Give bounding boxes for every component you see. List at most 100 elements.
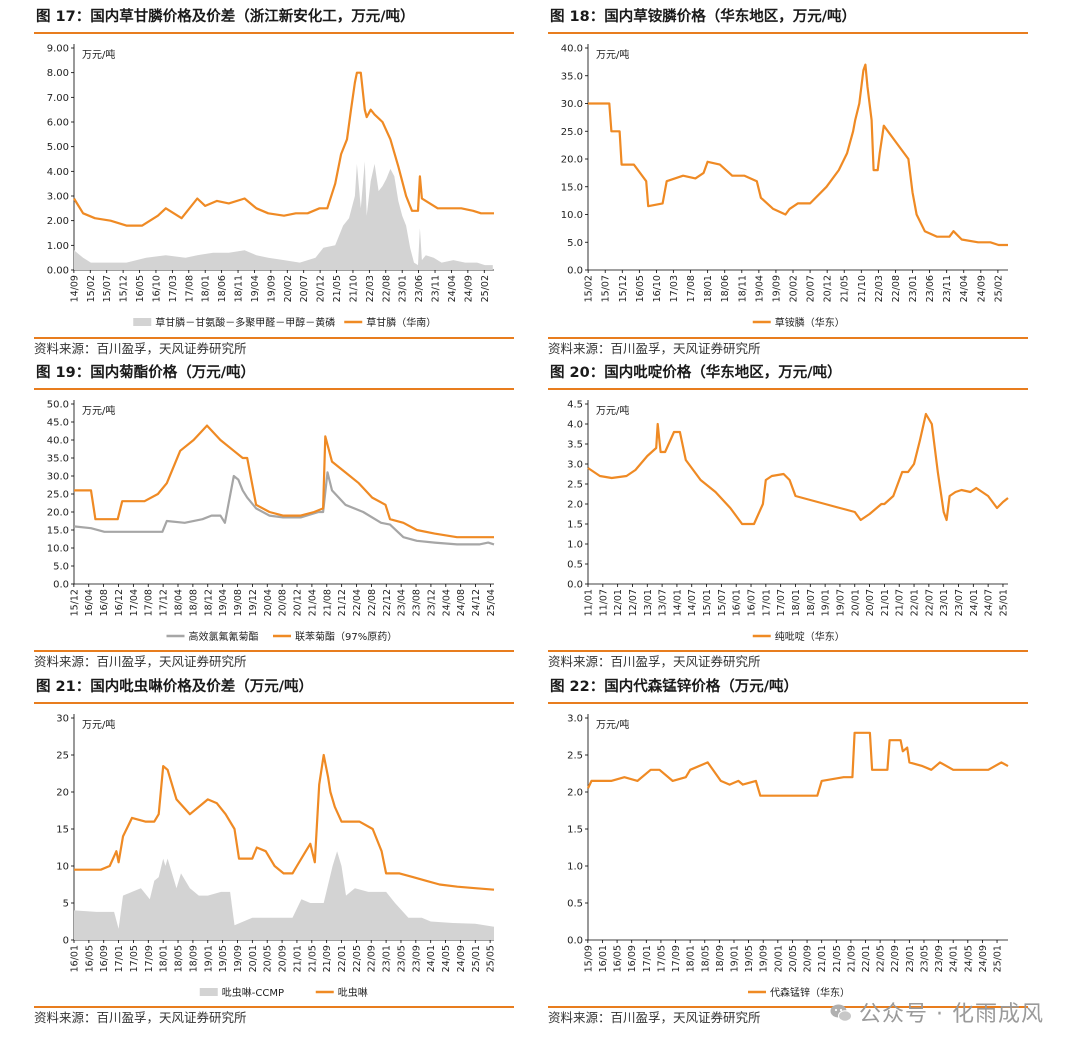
x-tick-label: 16/05 <box>84 945 95 972</box>
x-tick-label: 18/09 <box>188 945 199 972</box>
x-tick-label: 22/09 <box>890 945 901 972</box>
x-tick-label: 22/09 <box>367 945 378 972</box>
y-tick-label: 2.0 <box>567 788 583 799</box>
x-tick-label: 24/05 <box>441 945 452 972</box>
x-tick-label: 18/08 <box>188 589 199 616</box>
unit-label: 万元/吨 <box>82 718 115 731</box>
x-tick-label: 17/08 <box>144 589 155 616</box>
unit-label: 万元/吨 <box>596 404 629 417</box>
x-tick-label: 19/01 <box>821 589 832 616</box>
x-tick-label: 21/10 <box>348 275 359 302</box>
y-tick-label: 6.00 <box>47 118 69 129</box>
legend-label: 联苯菊酯（97%原药） <box>295 630 397 643</box>
chart-svg: 0.0 5.0 10.0 15.0 20.0 25.0 30.0 35.0 40.0 万元/吨 15… <box>561 44 1008 329</box>
x-tick-label: 24/01 <box>949 945 960 972</box>
chart-svg: 0.00 1.00 2.00 3.00 4.00 5.00 6.00 7.00 8.00 9.00… <box>47 44 494 329</box>
panel-source: 资料来源：百川盈孚，天风证券研究所 <box>34 650 514 671</box>
y-tick-label: 1.00 <box>47 241 69 252</box>
x-tick-label: 25/05 <box>486 945 497 972</box>
y-tick-label: 3.5 <box>567 440 583 451</box>
x-tick-label: 19/12 <box>248 589 259 616</box>
x-tick-label: 23/01 <box>905 945 916 972</box>
y-tick-label: 15 <box>56 825 69 836</box>
x-tick-label: 16/04 <box>84 589 95 616</box>
y-tick-label: 5.0 <box>567 238 583 249</box>
x-tick-label: 18/11 <box>737 275 748 302</box>
x-tick-label: 14/07 <box>687 589 698 616</box>
x-tick-label: 18/01 <box>703 275 714 302</box>
y-tick-label: 10.0 <box>561 210 583 221</box>
x-tick-label: 24/04 <box>447 275 458 302</box>
x-tick-label: 19/01 <box>203 945 214 972</box>
x-tick-label: 20/12 <box>823 275 834 302</box>
y-tick-label: 40.0 <box>561 44 583 55</box>
series-line <box>73 71 494 227</box>
x-tick-label: 19/09 <box>233 945 244 972</box>
y-tick-label: 3.0 <box>567 460 583 471</box>
y-tick-label: 1.5 <box>567 520 583 531</box>
legend-swatch <box>199 988 218 996</box>
y-tick-label: 0.0 <box>567 266 583 277</box>
x-tick-label: 21/01 <box>292 945 303 972</box>
series-area <box>74 161 493 270</box>
y-tick-label: 40.0 <box>47 436 69 447</box>
x-tick-label: 16/01 <box>598 945 609 972</box>
y-tick-label: 4.5 <box>567 400 583 411</box>
panel-source: 资料来源：百川盈孚，天风证券研究所 <box>548 337 1028 358</box>
x-tick-label: 18/01 <box>159 945 170 972</box>
x-tick-label: 20/01 <box>850 589 861 616</box>
y-tick-label: 0.00 <box>47 266 69 277</box>
x-tick-label: 15/07 <box>102 275 113 302</box>
x-tick-label: 21/12 <box>337 589 348 616</box>
series-line <box>588 63 1008 247</box>
watermark: 公众号 · 化雨成风 <box>829 996 1044 1028</box>
chart-panel-imidacloprid: 图 21：国内吡虫啉价格及价差（万元/吨） 0 5 10 15 20 25 30 万元/吨 16… <box>34 674 514 1030</box>
x-tick-label: 24/08 <box>456 589 467 616</box>
x-tick-label: 20/05 <box>263 945 274 972</box>
x-tick-label: 16/05 <box>613 945 624 972</box>
y-tick-label: 8.00 <box>47 68 69 79</box>
x-tick-label: 22/12 <box>382 589 393 616</box>
x-tick-label: 15/02 <box>584 275 595 302</box>
x-tick-label: 17/08 <box>686 275 697 302</box>
y-tick-label: 9.00 <box>47 44 69 55</box>
y-tick-label: 5.00 <box>47 142 69 153</box>
x-tick-label: 17/05 <box>656 945 667 972</box>
legend-label: 吡虫啉 <box>338 987 368 999</box>
x-tick-label: 16/07 <box>747 589 758 616</box>
y-tick-label: 2.5 <box>567 751 583 762</box>
x-tick-label: 24/04 <box>441 589 452 616</box>
x-tick-label: 15/07 <box>601 275 612 302</box>
x-tick-label: 16/09 <box>99 945 110 972</box>
x-tick-label: 23/08 <box>412 589 423 616</box>
x-tick-label: 18/01 <box>201 275 212 302</box>
y-tick-label: 0 <box>63 936 69 947</box>
chart-panel-pyrethroid: 图 19：国内菊酯价格（万元/吨） 0.0 5.0 10.0 15.0 20.0 25.0… <box>34 360 514 672</box>
x-tick-label: 14/09 <box>69 275 80 302</box>
panel-source: 资料来源：百川盈孚，天风证券研究所 <box>34 337 514 358</box>
x-tick-label: 16/12 <box>114 589 125 616</box>
y-tick-label: 2.0 <box>567 500 583 511</box>
x-tick-label: 22/07 <box>924 589 935 616</box>
y-tick-label: 0.0 <box>567 936 583 947</box>
x-tick-label: 13/07 <box>658 589 669 616</box>
x-tick-label: 21/07 <box>895 589 906 616</box>
y-tick-label: 2.5 <box>567 480 583 491</box>
x-tick-label: 22/04 <box>352 589 363 616</box>
x-tick-label: 20/12 <box>316 275 327 302</box>
x-tick-label: 16/08 <box>99 589 110 616</box>
x-tick-label: 15/12 <box>69 589 80 616</box>
x-tick-label: 21/10 <box>857 275 868 302</box>
y-tick-label: 35.0 <box>47 454 69 465</box>
x-tick-label: 18/04 <box>173 589 184 616</box>
x-tick-label: 24/01 <box>969 589 980 616</box>
x-tick-label: 11/01 <box>584 589 595 616</box>
y-tick-label: 5.0 <box>53 562 69 573</box>
series-line <box>587 731 1009 797</box>
y-tick-label: 20 <box>56 788 69 799</box>
x-tick-label: 18/05 <box>174 945 185 972</box>
x-tick-label: 21/04 <box>307 589 318 616</box>
y-tick-label: 15.0 <box>561 182 583 193</box>
y-tick-label: 50.0 <box>47 400 69 411</box>
y-tick-label: 25.0 <box>47 490 69 501</box>
